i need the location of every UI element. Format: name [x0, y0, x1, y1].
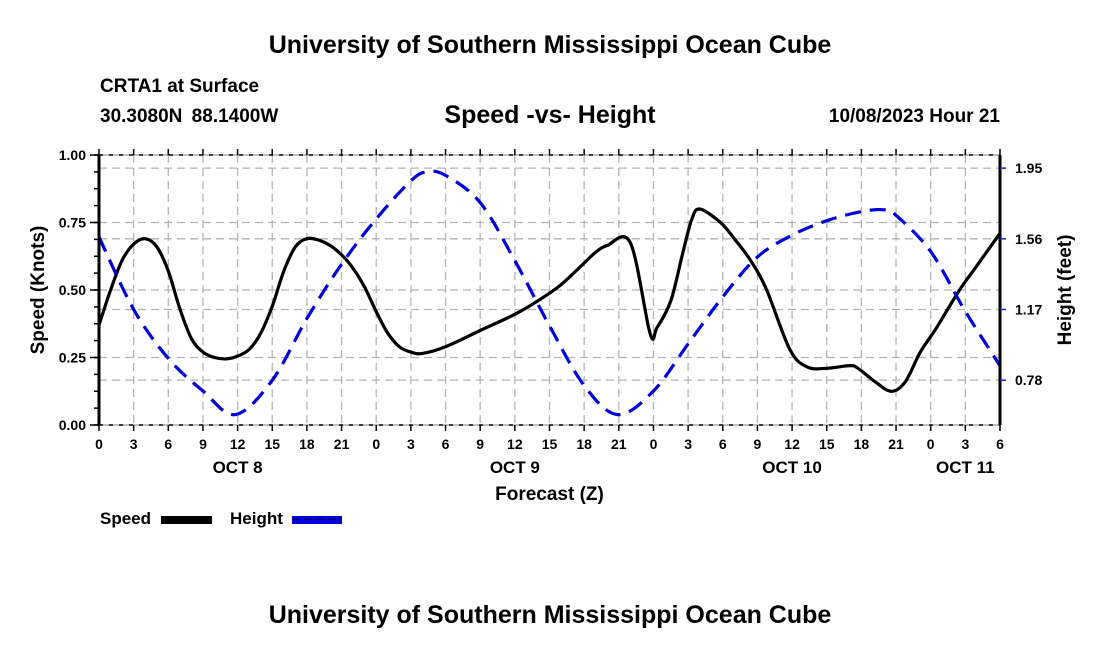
axes — [90, 149, 1006, 431]
x-tick-label: 3 — [684, 436, 692, 452]
x-tick-label: 15 — [264, 436, 280, 452]
x-tick-label: 15 — [542, 436, 558, 452]
series-line-height — [97, 169, 1002, 417]
coordinates-label: 30.3080N 88.1400W — [100, 106, 279, 127]
x-tick-label: 0 — [372, 436, 380, 452]
x-tick-label: 3 — [961, 436, 969, 452]
legend-height-swatch — [292, 516, 342, 524]
date-label: OCT 11 — [936, 458, 995, 477]
x-tick-label: 18 — [299, 436, 315, 452]
y2-tick-label: 1.56 — [1015, 231, 1042, 247]
x-tick-label: 0 — [95, 436, 103, 452]
footer-title: University of Southern Mississippi Ocean… — [268, 601, 832, 629]
y-tick-label: 0.25 — [59, 350, 86, 366]
series-layer — [97, 169, 1002, 417]
legend-speed-swatch — [161, 516, 212, 524]
legend-speed-label: Speed — [100, 509, 152, 528]
axis-labels: 0 3 6 9 12 15 18 21 0 3 6 9 12 15 18 21 0 3 6 9 12 15 18 21 0 3 6O… — [28, 147, 1076, 505]
x-tick-label: 6 — [996, 436, 1004, 452]
x-tick-label: 9 — [476, 436, 484, 452]
x-tick-label: 21 — [611, 436, 627, 452]
x-tick-label: 9 — [199, 436, 207, 452]
x-tick-label: 12 — [507, 436, 523, 452]
series-line-speed — [97, 207, 1002, 393]
date-label: OCT 8 — [213, 458, 263, 477]
x-tick-label: 6 — [442, 436, 450, 452]
x-tick-label: 3 — [130, 436, 138, 452]
grid — [99, 155, 1000, 425]
date-label: OCT 9 — [490, 458, 540, 477]
y-tick-label: 1.00 — [59, 147, 86, 163]
x-tick-label: 9 — [754, 436, 762, 452]
y-tick-label: 0.00 — [59, 417, 86, 433]
x-tick-label: 12 — [230, 436, 246, 452]
x-tick-label: 0 — [650, 436, 658, 452]
y-tick-label: 0.50 — [59, 282, 86, 298]
y2-tick-label: 0.78 — [1015, 372, 1042, 388]
x-tick-label: 6 — [719, 436, 727, 452]
date-label: OCT 10 — [762, 458, 822, 477]
station-label: CRTA1 at Surface — [100, 76, 260, 97]
main-title: University of Southern Mississippi Ocean… — [268, 31, 832, 59]
x-tick-label: 18 — [576, 436, 592, 452]
x-tick-label: 12 — [784, 436, 800, 452]
x-tick-label: 6 — [164, 436, 172, 452]
y-axis-title-left: Speed (Knots) — [28, 226, 49, 355]
x-tick-label: 15 — [819, 436, 835, 452]
legend-height-label: Height — [230, 509, 283, 528]
x-tick-label: 0 — [927, 436, 935, 452]
x-axis-title: Forecast (Z) — [495, 484, 604, 505]
x-tick-label: 21 — [334, 436, 350, 452]
x-tick-label: 3 — [407, 436, 415, 452]
x-tick-label: 21 — [888, 436, 904, 452]
x-tick-label: 18 — [854, 436, 870, 452]
y2-tick-label: 1.95 — [1015, 160, 1042, 176]
y-tick-label: 0.75 — [59, 215, 86, 231]
forecast-datetime: 10/08/2023 Hour 21 — [828, 106, 1000, 127]
y2-tick-label: 1.17 — [1015, 301, 1042, 317]
y-axis-title-right: Height (feet) — [1055, 235, 1076, 346]
chart-subtitle: Speed -vs- Height — [444, 101, 656, 129]
